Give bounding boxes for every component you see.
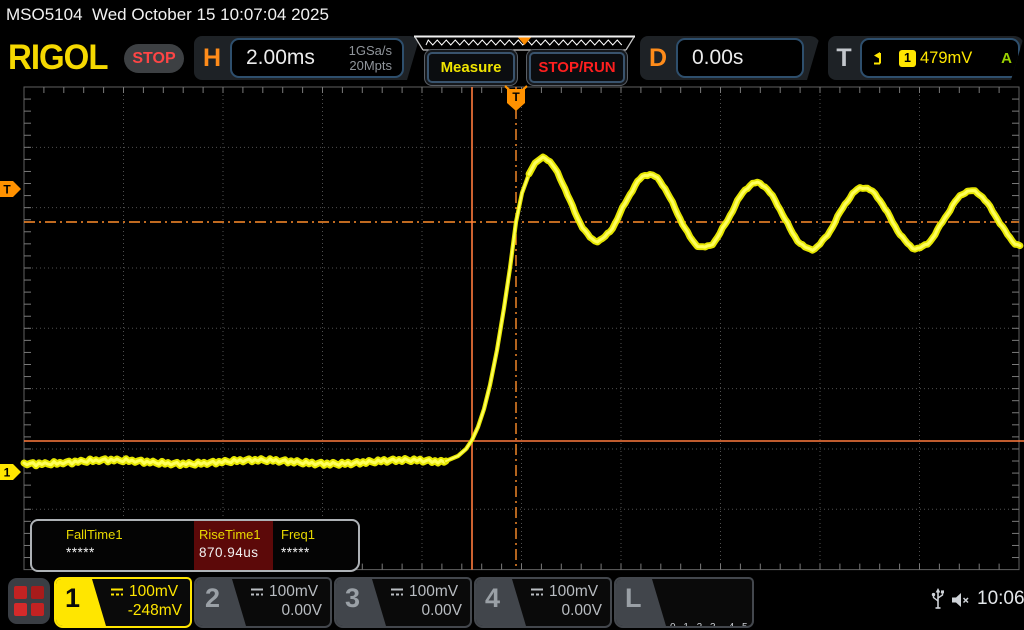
waveform-ch1-ringing bbox=[527, 155, 1022, 252]
channel-offset: 0.00V bbox=[281, 602, 322, 619]
trigger-source-badge: 1 bbox=[899, 50, 916, 67]
trigger-sweep-mode: A bbox=[1001, 49, 1012, 67]
channel-tab bbox=[56, 579, 106, 626]
measurement-label: FallTime1 bbox=[66, 527, 123, 542]
measure-button[interactable]: Measure bbox=[427, 52, 515, 83]
dc-coupling-icon bbox=[531, 588, 543, 596]
channel-values: 100mV 0.00V bbox=[250, 579, 330, 620]
measurement-value: ***** bbox=[281, 545, 310, 560]
logic-channel-list: 0 1 2 3 4 5 6 7 8 9 10 11 12 13 14 15 bbox=[670, 579, 752, 628]
trigger-position-marker-label: T bbox=[512, 90, 520, 104]
delay-label: D bbox=[648, 43, 668, 72]
measurement-label: RiseTime1 bbox=[199, 527, 261, 542]
channel-2-block[interactable]: 2 100mV 0.00V bbox=[194, 577, 332, 628]
logic-channels-block[interactable]: L 0 1 2 3 4 5 6 7 8 9 10 11 12 13 14 15 bbox=[614, 577, 754, 628]
measurement-risetime[interactable]: RiseTime1 870.94us bbox=[194, 521, 273, 570]
channel-scale: 100mV bbox=[409, 583, 459, 600]
measurement-falltime[interactable]: FallTime1 ***** bbox=[32, 521, 194, 570]
trigger-position-marker[interactable] bbox=[507, 89, 525, 111]
measurement-value: 870.94us bbox=[199, 545, 259, 560]
channel-1-position-marker[interactable] bbox=[0, 464, 21, 480]
timebase-value: 2.00ms bbox=[246, 46, 315, 69]
trigger-box[interactable]: 1 479mV A bbox=[860, 38, 1020, 78]
measurement-panel[interactable]: FallTime1 ***** RiseTime1 870.94us Freq1… bbox=[30, 519, 360, 572]
channel-1-position-marker-label: 1 bbox=[4, 466, 11, 480]
measurement-value: ***** bbox=[66, 545, 95, 560]
edge-trigger-icon bbox=[872, 50, 889, 66]
clock: 10:06 bbox=[977, 588, 1024, 609]
dc-coupling-icon bbox=[251, 588, 263, 596]
logic-row-1: 0 1 2 3 4 5 6 7 bbox=[670, 622, 751, 628]
speaker-muted-icon bbox=[952, 593, 969, 607]
menu-dot bbox=[14, 603, 27, 616]
channel-tab bbox=[196, 579, 246, 626]
trigger-level-value: 479mV bbox=[920, 48, 973, 67]
preview-trigger-marker[interactable] bbox=[518, 37, 531, 46]
timebase-box[interactable]: 2.00ms 1GSa/s 20Mpts bbox=[230, 38, 404, 78]
delay-settings-box[interactable]: D 0.00s bbox=[640, 36, 820, 80]
channel-number: 2 bbox=[205, 583, 221, 613]
waveform-ch1-rising-edge bbox=[445, 156, 544, 462]
dc-coupling-icon bbox=[391, 588, 403, 596]
channel-tab bbox=[336, 579, 386, 626]
run-state-badge[interactable]: STOP bbox=[124, 44, 184, 73]
acquisition-info: 1GSa/s 20Mpts bbox=[349, 43, 402, 74]
delay-box[interactable]: 0.00s bbox=[676, 38, 804, 78]
stop-run-button[interactable]: STOP/RUN bbox=[529, 52, 625, 83]
channel-offset: 0.00V bbox=[561, 602, 602, 619]
channel-1-block[interactable]: 1 100mV -248mV bbox=[54, 577, 192, 628]
dc-coupling-icon bbox=[111, 588, 123, 596]
horizontal-label: H bbox=[202, 43, 222, 72]
menu-dot bbox=[31, 586, 44, 599]
usb-icon bbox=[931, 588, 944, 609]
measurement-freq[interactable]: Freq1 ***** bbox=[273, 521, 358, 570]
rigol-logo: RIGOL bbox=[8, 36, 108, 77]
channel-scale: 100mV bbox=[129, 583, 179, 600]
channel-scale: 100mV bbox=[549, 583, 599, 600]
trigger-level-marker[interactable] bbox=[0, 181, 21, 197]
logic-label: L bbox=[625, 583, 642, 613]
channel-values: 100mV -248mV bbox=[110, 579, 190, 620]
memory-depth: 20Mpts bbox=[349, 58, 392, 73]
channel-4-block[interactable]: 4 100mV 0.00V bbox=[474, 577, 612, 628]
trigger-settings-box[interactable]: T 1 479mV A bbox=[828, 36, 1024, 80]
status-bar-text: MSO5104 Wed October 15 10:07:04 2025 bbox=[6, 5, 329, 24]
memory-preview-strip[interactable] bbox=[414, 35, 635, 52]
channel-values: 100mV 0.00V bbox=[530, 579, 610, 620]
waveform-display: T T 1 bbox=[0, 85, 1024, 571]
channel-offset: -248mV bbox=[127, 602, 182, 619]
channel-3-block[interactable]: 3 100mV 0.00V bbox=[334, 577, 472, 628]
channel-number: 4 bbox=[485, 583, 501, 613]
channel-values: 100mV 0.00V bbox=[390, 579, 470, 620]
sample-rate: 1GSa/s bbox=[348, 42, 392, 58]
menu-grid-icon[interactable] bbox=[8, 578, 50, 624]
horizontal-settings-box[interactable]: H 2.00ms 1GSa/s 20Mpts bbox=[194, 36, 420, 80]
waveform-ch1-baseline bbox=[22, 457, 448, 468]
delay-value: 0.00s bbox=[692, 46, 744, 69]
trigger-level-marker-label: T bbox=[3, 183, 11, 197]
channel-offset: 0.00V bbox=[421, 602, 462, 619]
menu-dot bbox=[14, 586, 27, 599]
menu-dot bbox=[31, 603, 44, 616]
channel-number: 1 bbox=[65, 583, 81, 613]
channel-scale: 100mV bbox=[269, 583, 319, 600]
channel-number: 3 bbox=[345, 583, 361, 613]
measurement-label: Freq1 bbox=[281, 527, 315, 542]
trigger-label: T bbox=[836, 43, 852, 72]
channel-tab bbox=[476, 579, 526, 626]
